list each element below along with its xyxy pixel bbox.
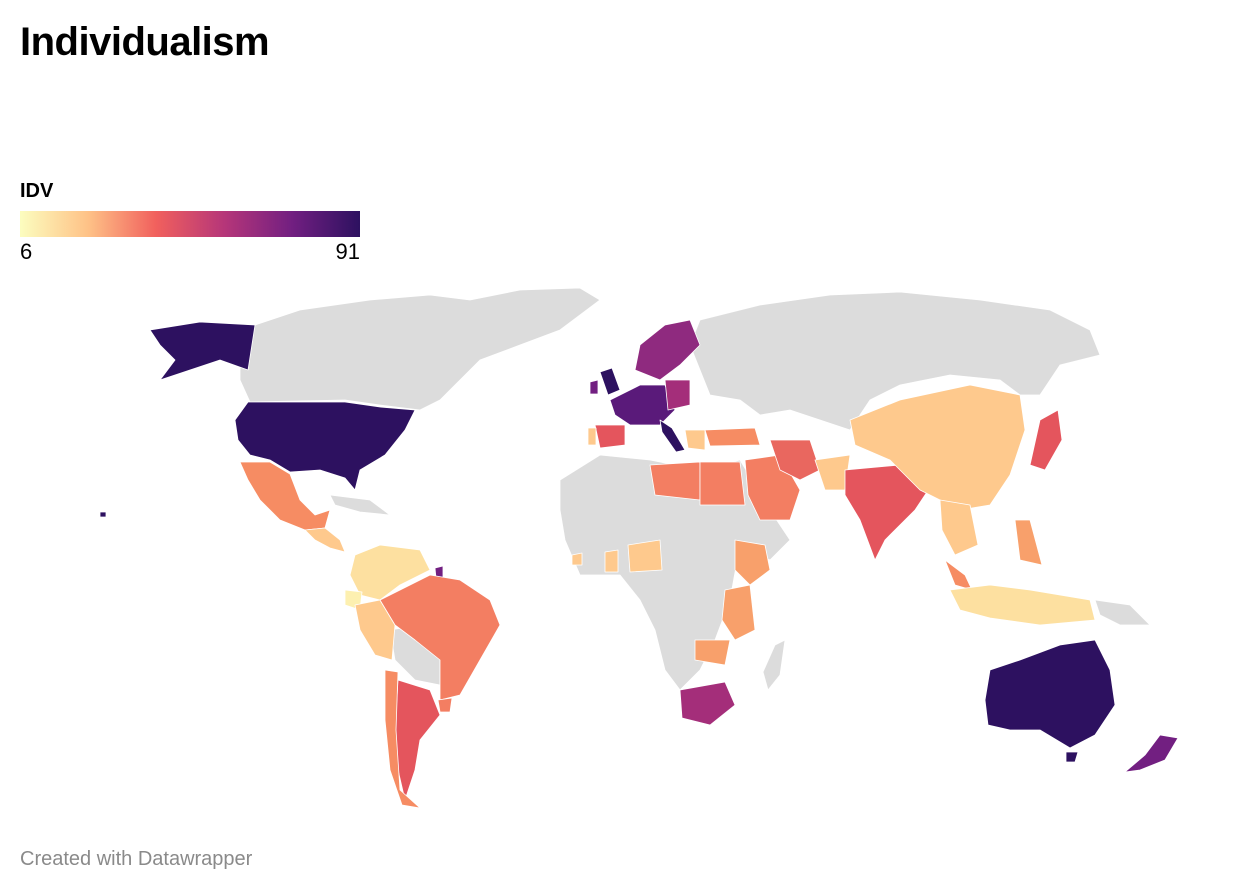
region-russia-central-asia[interactable] [689, 291, 1101, 431]
region-central-america-islands[interactable] [329, 494, 391, 516]
region-philippines[interactable] [1014, 519, 1043, 566]
region-indonesia[interactable] [949, 584, 1096, 626]
region-southeast-asia[interactable] [939, 499, 979, 556]
region-central-america[interactable] [304, 527, 346, 553]
region-iran[interactable] [769, 439, 821, 481]
legend-max-label: 91 [335, 239, 360, 264]
region-central-europe[interactable] [664, 379, 691, 411]
region-alaska[interactable] [149, 321, 256, 381]
legend-gradient-bar [20, 211, 360, 237]
chart-title: Individualism [20, 20, 270, 64]
region-hawaii[interactable] [99, 511, 107, 518]
region-usa[interactable] [234, 401, 416, 491]
region-canada-greenland[interactable] [239, 287, 601, 411]
region-north-africa[interactable] [649, 461, 701, 501]
region-ireland[interactable] [589, 379, 599, 395]
legend-scale-labels: 6 91 [20, 239, 360, 269]
region-tanzania-kenya[interactable] [721, 584, 756, 641]
region-madagascar[interactable] [762, 639, 786, 691]
region-new-zealand[interactable] [1124, 734, 1179, 773]
region-egypt[interactable] [699, 461, 746, 506]
region-south-africa[interactable] [679, 681, 736, 726]
region-west-africa[interactable] [627, 539, 663, 573]
region-ghana[interactable] [604, 549, 619, 573]
region-brazil[interactable] [379, 574, 501, 701]
region-greece-balkans[interactable] [684, 429, 706, 451]
region-western-europe[interactable] [609, 384, 676, 426]
region-chile[interactable] [384, 669, 421, 809]
region-argentina[interactable] [394, 679, 441, 801]
region-portugal[interactable] [587, 427, 597, 446]
region-png[interactable] [1094, 599, 1151, 626]
region-spain[interactable] [594, 424, 626, 449]
region-tasmania[interactable] [1065, 751, 1079, 763]
region-zambia[interactable] [694, 639, 731, 666]
region-east-africa[interactable] [734, 539, 771, 586]
region-italy[interactable] [659, 419, 686, 453]
region-scandinavia[interactable] [634, 319, 701, 381]
region-venezuela-colombia[interactable] [349, 544, 431, 601]
region-sierra-leone[interactable] [571, 552, 583, 566]
region-japan[interactable] [1029, 409, 1063, 471]
region-turkey[interactable] [704, 427, 761, 447]
region-mexico[interactable] [239, 461, 331, 531]
region-uruguay[interactable] [437, 697, 453, 713]
legend-min-label: 6 [20, 239, 33, 264]
attribution-text: Created with Datawrapper [20, 848, 253, 870]
legend-title: IDV [20, 180, 54, 202]
region-uk[interactable] [599, 367, 621, 396]
region-australia[interactable] [984, 639, 1116, 749]
region-china[interactable] [849, 384, 1026, 511]
region-malaysia[interactable] [944, 559, 973, 591]
world-choropleth-map [99, 287, 1179, 809]
color-legend: IDV 6 91 [20, 180, 360, 269]
